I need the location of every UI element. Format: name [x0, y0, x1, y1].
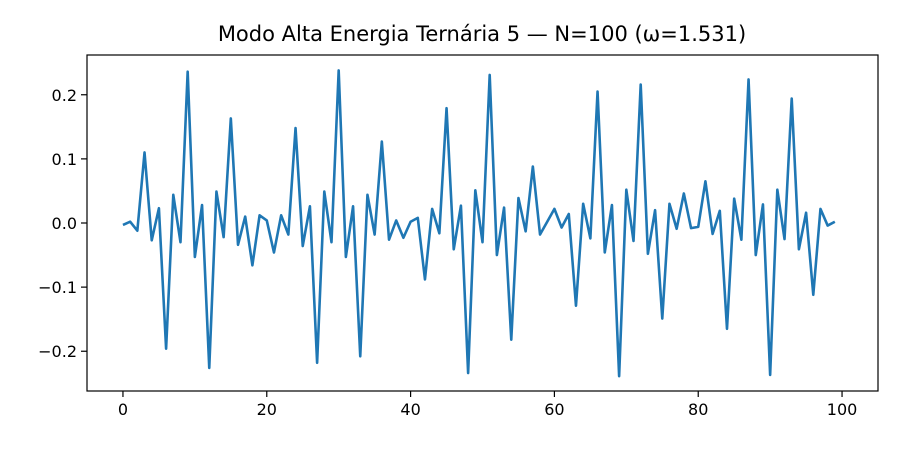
- x-tick-label: 0: [118, 400, 128, 419]
- x-tick-label: 20: [257, 400, 277, 419]
- y-tick-label: −0.1: [38, 278, 77, 297]
- plot-frame: [86, 54, 879, 392]
- x-tick-label: 100: [827, 400, 858, 419]
- x-tick-label: 60: [544, 400, 564, 419]
- plot-series: [122, 69, 836, 378]
- x-axis: 0 20 40 60 80 100: [118, 391, 857, 419]
- chart-title: Modo Alta Energia Ternária 5 — N=100 (ω=…: [218, 22, 746, 46]
- y-tick-label: −0.2: [38, 342, 77, 361]
- x-tick-label: 40: [400, 400, 420, 419]
- x-tick-label: 80: [688, 400, 708, 419]
- y-tick-label: 0.1: [52, 150, 77, 169]
- y-axis: −0.2 −0.1 0.0 0.1 0.2: [38, 86, 87, 361]
- series-line-0: [122, 69, 836, 378]
- y-tick-label: 0.0: [52, 214, 77, 233]
- y-tick-label: 0.2: [52, 86, 77, 105]
